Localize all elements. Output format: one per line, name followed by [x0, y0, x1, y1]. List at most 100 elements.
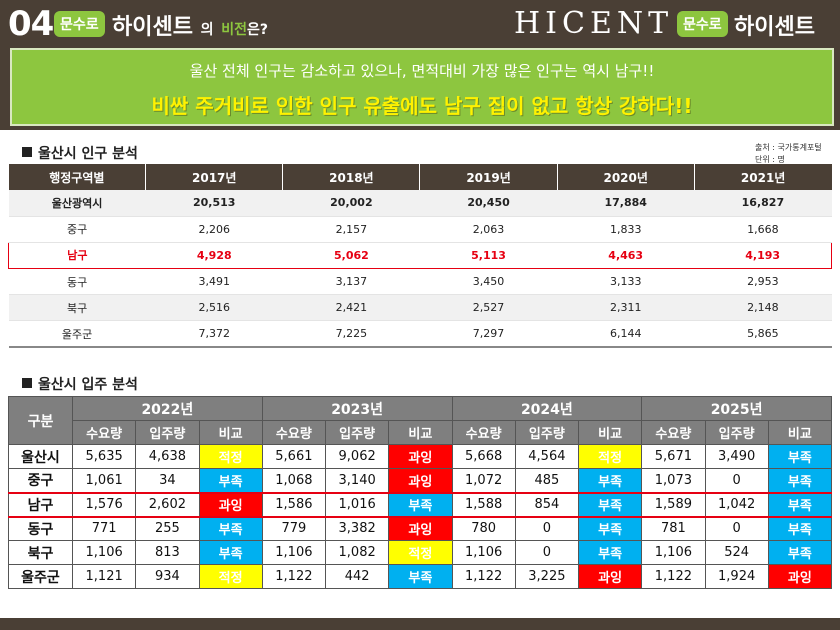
headline-banner: 울산 전체 인구는 감소하고 있으나, 면적대비 가장 많은 인구는 역시 남구… — [10, 48, 834, 126]
comparison-badge: 부족 — [767, 516, 833, 541]
comparison-badge: 부족 — [577, 491, 643, 518]
demand-value: 5,661 — [261, 444, 327, 469]
population-section-title: 울산시 인구 분석 — [22, 143, 138, 163]
population-value: 1,668 — [694, 216, 832, 243]
movein-table: 구분 2022년 2023년 2024년 2025년 수요량 입주량 비교 수요량 입주량 비교 수… — [8, 396, 833, 589]
population-value: 3,450 — [419, 268, 558, 296]
sub-header: 수요량 — [641, 420, 706, 445]
square-bullet-icon — [22, 378, 32, 388]
movein-row: 동구 771 255 부족 779 3,382 과잉 780 0 부족 781 0 부족 — [8, 516, 833, 541]
comparison-badge: 부족 — [388, 564, 453, 589]
supply-value: 524 — [704, 540, 769, 565]
population-value: 2,063 — [419, 216, 558, 243]
supply-value: 3,490 — [704, 444, 769, 469]
comparison-badge: 적정 — [577, 444, 643, 469]
sub-header: 입주량 — [324, 420, 390, 445]
comparison-badge: 부족 — [767, 491, 833, 518]
brand-logo-en: HICENT — [514, 6, 674, 41]
supply-value: 854 — [514, 491, 580, 518]
population-header-row: 행정구역별 2017년 2018년 2019년 2020년 2021년 — [8, 164, 832, 190]
comparison-badge: 적정 — [198, 564, 263, 589]
demand-value: 1,106 — [261, 540, 327, 565]
population-column-header: 2017년 — [145, 164, 284, 190]
population-value: 20,002 — [282, 190, 420, 217]
region-name: 중구 — [8, 468, 73, 493]
supply-value: 4,564 — [514, 444, 580, 469]
comparison-badge: 부족 — [577, 468, 643, 493]
population-value: 7,225 — [282, 320, 420, 349]
comparison-badge: 부족 — [577, 540, 643, 565]
population-row: 울주군 7,372 7,225 7,297 6,144 5,865 — [8, 320, 832, 349]
population-row: 중구 2,206 2,157 2,063 1,833 1,668 — [8, 216, 832, 243]
header-title: 하이센트 의 비전은? — [112, 9, 268, 41]
population-value: 2,527 — [419, 294, 558, 322]
region-name: 남구 — [8, 491, 73, 518]
population-value: 2,421 — [282, 294, 420, 322]
demand-value: 1,106 — [451, 540, 516, 565]
region-name: 울주군 — [8, 564, 73, 589]
comparison-badge: 부족 — [767, 540, 833, 565]
sub-header: 비교 — [198, 420, 263, 445]
comparison-badge: 적정 — [198, 444, 263, 469]
demand-value: 1,072 — [451, 468, 516, 493]
comparison-badge: 부족 — [577, 516, 643, 541]
supply-value: 0 — [704, 468, 769, 493]
population-value: 20,513 — [145, 190, 283, 217]
supply-value: 1,082 — [324, 540, 390, 565]
supply-value: 934 — [135, 564, 200, 589]
comparison-badge: 적정 — [388, 540, 453, 565]
section-number: 04 — [8, 4, 54, 44]
supply-value: 0 — [514, 516, 580, 541]
population-column-header: 2021년 — [694, 164, 832, 190]
region-name: 울주군 — [8, 320, 146, 349]
supply-value: 3,225 — [514, 564, 580, 589]
supply-value: 0 — [704, 516, 769, 541]
demand-value: 1,121 — [71, 564, 137, 589]
population-column-header: 2019년 — [419, 164, 558, 190]
title-particle: 의 — [200, 22, 214, 38]
year-header: 2023년 — [261, 396, 453, 421]
sub-header: 입주량 — [514, 420, 580, 445]
sub-header: 수요량 — [261, 420, 327, 445]
header: 04 문수로 하이센트 의 비전은? HICENT 문수로 하이센트 울산 전체… — [0, 0, 840, 130]
unit-text: 단위 : 명 — [755, 155, 785, 164]
population-column-header: 2020년 — [557, 164, 695, 190]
demand-value: 1,061 — [71, 468, 137, 493]
population-value: 4,193 — [694, 241, 833, 269]
supply-value: 4,638 — [135, 444, 200, 469]
supply-value: 1,016 — [324, 491, 390, 518]
demand-value: 1,106 — [641, 540, 706, 565]
supply-value: 0 — [514, 540, 580, 565]
demand-value: 5,635 — [71, 444, 137, 469]
population-value: 3,137 — [282, 268, 420, 296]
sub-header: 비교 — [767, 420, 833, 445]
population-value: 2,953 — [694, 268, 832, 296]
comparison-badge: 부족 — [388, 491, 453, 518]
demand-value: 1,576 — [71, 491, 137, 518]
population-value: 4,928 — [145, 241, 283, 269]
comparison-badge: 과잉 — [388, 468, 453, 493]
comparison-badge: 부족 — [767, 444, 833, 469]
sub-header: 수요량 — [71, 420, 137, 445]
year-header: 2025년 — [641, 396, 832, 421]
population-row: 북구 2,516 2,421 2,527 2,311 2,148 — [8, 294, 832, 322]
population-value: 17,884 — [557, 190, 695, 217]
comparison-badge: 과잉 — [388, 444, 453, 469]
sub-header: 비교 — [388, 420, 453, 445]
movein-row: 울산시 5,635 4,638 적정 5,661 9,062 과잉 5,668 4,564 적정 5… — [8, 444, 833, 469]
population-value: 2,206 — [145, 216, 283, 243]
demand-value: 1,588 — [451, 491, 516, 518]
sub-header: 입주량 — [704, 420, 769, 445]
population-value: 2,311 — [557, 294, 695, 322]
population-value: 1,833 — [557, 216, 695, 243]
square-bullet-icon — [22, 147, 32, 157]
title-vision: 비전 — [221, 22, 247, 38]
population-value: 3,133 — [557, 268, 695, 296]
population-value: 4,463 — [557, 241, 695, 269]
region-name: 중구 — [8, 216, 146, 243]
demand-value: 779 — [261, 516, 327, 541]
title-main: 하이센트 — [112, 15, 193, 40]
movein-subheader-row: 수요량 입주량 비교 수요량 입주량 비교 수요량 입주량 비교 수요량 입주량 비교 — [9, 420, 833, 445]
comparison-badge: 부족 — [767, 468, 833, 493]
supply-value: 34 — [135, 468, 200, 493]
